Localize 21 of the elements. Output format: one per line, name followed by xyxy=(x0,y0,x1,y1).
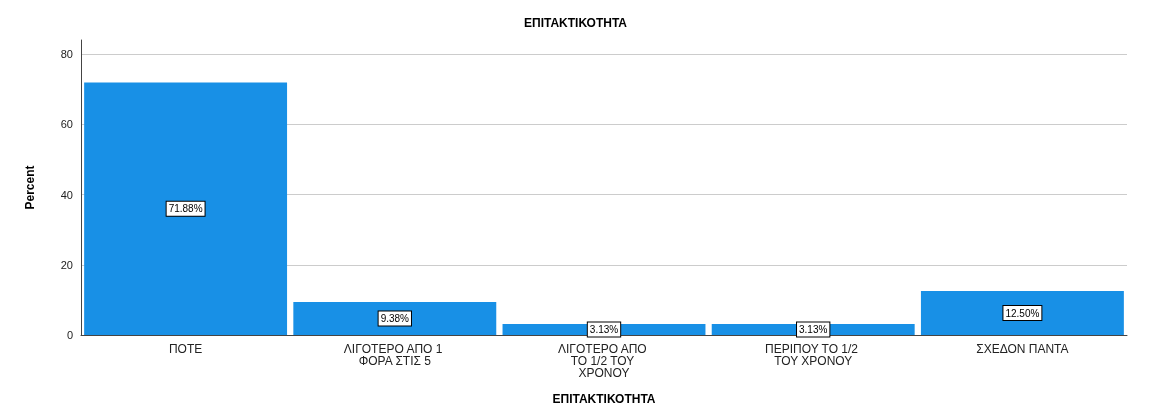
data-label: 3.13% xyxy=(799,324,828,335)
x-tick-label: ΣΧΕΔΟΝ ΠΑΝΤΑ xyxy=(976,342,1069,356)
bar xyxy=(84,82,288,335)
data-label: 9.38% xyxy=(380,313,410,325)
data-label: 3.13% xyxy=(589,324,619,335)
bar xyxy=(920,291,1124,335)
x-tick-label: ΛΙΓΟΤΕΡΟ ΑΠΟ ΤΟ 1/2 ΤΟΥ ΧΡΟΝΟΥ xyxy=(558,342,650,380)
x-axis-title: ΕΠΙΤΑΚΤΙΚΟΤΗΤΑ xyxy=(552,392,656,406)
x-tick-label: ΛΙΓΟΤΕΡΟ ΑΠΟ 1 ΦΟΡΑ ΣΤΙΣ 5 xyxy=(343,342,446,368)
bar xyxy=(293,302,497,335)
y-tick-label: 20 xyxy=(60,258,73,271)
y-axis-title: Percent xyxy=(23,165,37,210)
y-tick-label: 0 xyxy=(66,329,73,341)
data-label: 12.50% xyxy=(1005,307,1040,319)
x-tick-label: ΠΟΤΕ xyxy=(168,342,203,356)
data-label: 71.88% xyxy=(168,203,203,215)
y-tick-label: 60 xyxy=(60,118,73,131)
y-tick-label: 80 xyxy=(60,48,73,61)
x-tick-label: ΠΕΡΙΠΟΥ ΤΟ 1/2 ΤΟΥ ΧΡΟΝΟΥ xyxy=(765,342,862,368)
y-tick-label: 40 xyxy=(60,188,73,201)
chart-title: ΕΠΙΤΑΚΤΙΚΟΤΗΤΑ xyxy=(524,16,628,30)
